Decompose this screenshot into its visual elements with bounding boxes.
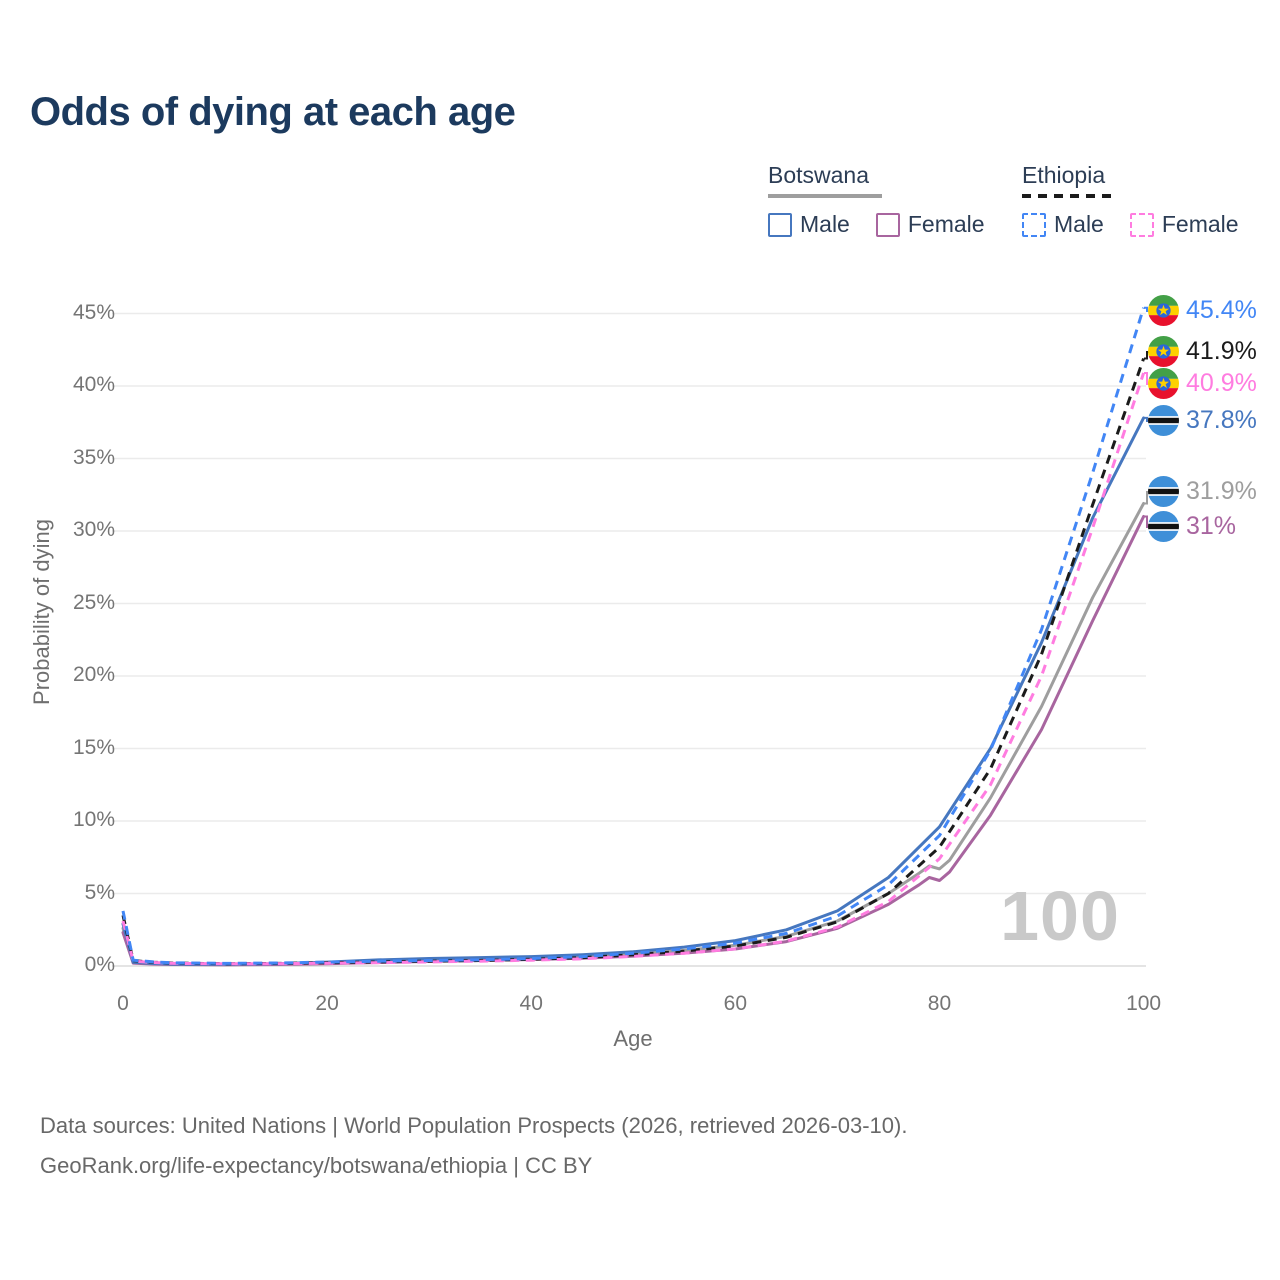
ethiopia-flag-icon — [1148, 368, 1179, 399]
series-line-botswana-both — [121, 502, 1146, 967]
checkbox-icon — [768, 212, 792, 237]
legend-item-label: Female — [1161, 211, 1239, 237]
end-label-ethiopia-male: 45.4% — [1148, 295, 1257, 326]
end-value: 41.9% — [1186, 337, 1257, 365]
checkbox-icon — [1022, 212, 1046, 237]
end-label-ethiopia-female: 40.9% — [1148, 368, 1257, 399]
legend-item-botswana-male[interactable]: Male — [768, 211, 850, 238]
botswana-line-swatch — [768, 194, 882, 198]
y-tick-label: 5% — [84, 880, 115, 904]
page-title: Odds of dying at each age — [30, 90, 516, 134]
legend-item-botswana-female[interactable]: Female — [875, 211, 985, 238]
end-value: 37.8% — [1186, 406, 1257, 434]
legend-country-ethiopia: Ethiopia — [1022, 162, 1106, 188]
y-tick-label: 0% — [84, 953, 115, 976]
series-line-ethiopia-male — [121, 307, 1146, 965]
y-tick-label: 30% — [72, 518, 115, 541]
y-tick-label: 15% — [72, 735, 115, 759]
end-value: 45.4% — [1186, 296, 1257, 324]
legend-group-botswana: Botswana Male Female — [768, 162, 985, 238]
end-value: 40.9% — [1186, 369, 1257, 397]
y-tick-label: 40% — [72, 373, 115, 396]
series-line-botswana-male — [121, 416, 1146, 966]
x-tick-label: 0 — [117, 992, 129, 1015]
x-tick-label: 20 — [315, 992, 339, 1015]
legend-item-ethiopia-male[interactable]: Male — [1022, 211, 1104, 238]
legend-group-ethiopia: Ethiopia Male Female — [1022, 162, 1239, 238]
hover-age-watermark: 100 — [1000, 877, 1120, 955]
attribution-line: GeoRank.org/life-expectancy/botswana/eth… — [40, 1153, 593, 1178]
legend-item-ethiopia-female[interactable]: Female — [1129, 211, 1239, 238]
end-label-botswana-both: 31.9% — [1148, 476, 1257, 507]
series-line-botswana-female — [121, 515, 1146, 967]
end-value: 31.9% — [1186, 477, 1257, 505]
x-tick-label: 100 — [1126, 992, 1162, 1015]
series-line-ethiopia-female — [121, 372, 1146, 966]
botswana-flag-icon — [1148, 476, 1179, 507]
data-sources-line: Data sources: United Nations | World Pop… — [40, 1113, 908, 1138]
legend-item-label: Male — [1054, 211, 1104, 237]
x-tick-label: 80 — [927, 992, 952, 1015]
legend-item-label: Female — [907, 211, 985, 237]
end-label-botswana-female: 31% — [1148, 511, 1236, 542]
x-tick-label: 60 — [723, 992, 748, 1015]
checkbox-icon — [875, 212, 900, 237]
ethiopia-flag-icon — [1148, 336, 1179, 367]
botswana-flag-icon — [1148, 405, 1179, 436]
series-line-ethiopia-both — [121, 358, 1146, 966]
y-tick-label: 20% — [72, 663, 115, 686]
y-tick-label: 45% — [72, 300, 115, 324]
ethiopia-line-swatch — [1022, 194, 1116, 198]
ethiopia-flag-icon — [1148, 295, 1179, 326]
end-value: 31% — [1186, 512, 1237, 540]
botswana-flag-icon — [1148, 511, 1179, 542]
y-tick-label: 10% — [72, 808, 115, 831]
x-tick-label: 40 — [519, 992, 543, 1015]
checkbox-icon — [1129, 212, 1154, 237]
legend-item-label: Male — [800, 211, 850, 237]
footer: Data sources: United Nations | World Pop… — [40, 1106, 907, 1186]
y-tick-label: 35% — [72, 445, 115, 469]
y-tick-label: 25% — [72, 590, 115, 614]
legend-country-botswana: Botswana — [768, 162, 870, 188]
end-label-ethiopia-both: 41.9% — [1148, 336, 1257, 367]
end-label-botswana-male: 37.8% — [1148, 405, 1257, 436]
x-axis-title: Age — [613, 1026, 653, 1051]
